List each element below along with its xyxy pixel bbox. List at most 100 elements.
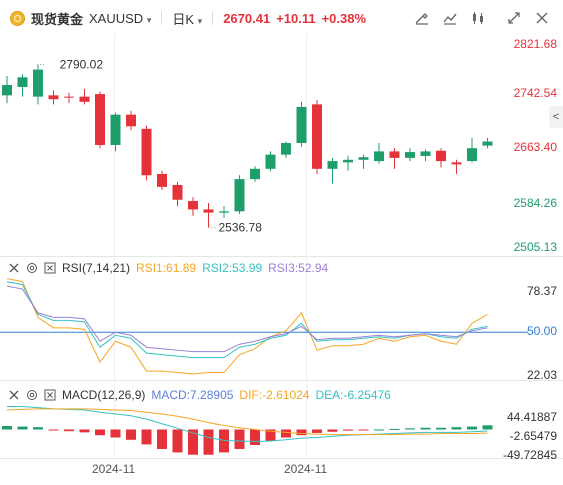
candle-body bbox=[420, 151, 431, 156]
candle-body bbox=[157, 173, 167, 187]
candles-group bbox=[2, 64, 493, 228]
indicator-button[interactable] bbox=[439, 8, 461, 28]
settings-icon[interactable] bbox=[26, 389, 38, 401]
macd-histogram-bar bbox=[95, 429, 105, 436]
candle-body bbox=[110, 114, 121, 145]
rsi-axis-label: 78.37 bbox=[526, 284, 557, 298]
macd-histogram-bar bbox=[405, 428, 415, 430]
candle-body bbox=[451, 162, 462, 165]
rsi-legend: RSI(7,14,21) RSI1:61.89 RSI2:53.99 RSI3:… bbox=[8, 261, 328, 275]
macd-histogram-bar bbox=[389, 428, 400, 430]
fullscreen-button[interactable] bbox=[503, 8, 525, 28]
settings-icon[interactable] bbox=[26, 262, 38, 274]
macd-histogram-bar bbox=[64, 429, 74, 432]
macd-histogram-bar bbox=[374, 429, 384, 431]
side-panel-toggle[interactable]: < bbox=[549, 106, 563, 128]
macd-axis-label: -49.72845 bbox=[502, 448, 557, 462]
macd-histogram-bar bbox=[343, 429, 353, 431]
candle-body bbox=[17, 77, 28, 87]
macd-axis-label: 44.41887 bbox=[506, 410, 557, 424]
high-price-label: 2790.02 bbox=[60, 57, 104, 71]
rsi1-value: RSI1:61.89 bbox=[136, 261, 197, 275]
candle-body bbox=[234, 179, 245, 212]
candle-body bbox=[95, 94, 105, 145]
chart-header: 现货黄金 XAUUSD ▾ 日K ▾ 2670.41 +10.11 +0.38% bbox=[0, 0, 563, 34]
symbol-selector[interactable]: XAUUSD ▾ bbox=[89, 11, 151, 26]
chevron-down-icon: ▾ bbox=[146, 14, 152, 25]
macd-histogram-bar bbox=[358, 429, 369, 431]
interval-label: 日K bbox=[172, 11, 195, 27]
macd-histogram-bar bbox=[33, 427, 43, 430]
candle-body bbox=[482, 141, 493, 146]
candle-body bbox=[374, 151, 384, 162]
price-axis-label: 2584.26 bbox=[513, 196, 557, 210]
candle-body bbox=[64, 96, 74, 98]
macd-legend: MACD(12,26,9) MACD:7.28905 DIF:-2.61024 … bbox=[8, 388, 391, 402]
candle-body bbox=[126, 114, 136, 127]
price-axis-label: 2742.54 bbox=[513, 86, 557, 100]
macd-histogram-bar bbox=[203, 429, 214, 455]
price-change-percent: +0.38% bbox=[321, 10, 367, 26]
candle-style-icon bbox=[473, 12, 483, 24]
macd-histogram-bar bbox=[467, 426, 477, 430]
macd-histogram-bar bbox=[482, 425, 493, 430]
x-axis-label: 2024-11 bbox=[92, 462, 136, 476]
instrument-info: 现货黄金 XAUUSD ▾ 日K ▾ 2670.41 +10.11 +0.38% bbox=[10, 9, 366, 27]
collapse-icon[interactable] bbox=[8, 389, 20, 401]
price-axis-label: 2505.13 bbox=[513, 240, 557, 254]
candle-body bbox=[141, 128, 152, 176]
macd-histogram-bar bbox=[312, 429, 322, 433]
rsi-title: RSI(7,14,21) bbox=[62, 261, 131, 275]
candle-body bbox=[405, 152, 415, 158]
macd-histogram-bar bbox=[188, 429, 198, 455]
macd-histogram-bar bbox=[281, 429, 291, 438]
macd-histogram-bar bbox=[420, 427, 431, 430]
price-change: +10.11 bbox=[276, 10, 316, 26]
candle-body bbox=[2, 85, 12, 96]
macd-histogram-bar bbox=[126, 429, 136, 440]
draw-button[interactable] bbox=[411, 8, 433, 28]
close-icon bbox=[536, 12, 548, 24]
close-icon[interactable] bbox=[44, 389, 56, 401]
candle-body bbox=[79, 96, 90, 102]
gold-coin-icon bbox=[10, 10, 25, 26]
macd-histogram-bar bbox=[2, 426, 12, 430]
toolbar bbox=[411, 8, 553, 28]
macd-histogram-bar bbox=[17, 426, 28, 430]
collapse-icon[interactable] bbox=[8, 262, 20, 274]
low-price-label: 2536.78 bbox=[219, 221, 263, 235]
candle-body bbox=[436, 150, 446, 162]
macd-histogram-bar bbox=[296, 429, 307, 436]
rsi1-line bbox=[6, 278, 488, 375]
dif-value: DIF:-2.61024 bbox=[239, 388, 310, 402]
candle-body bbox=[250, 168, 260, 180]
dea-value: DEA:-6.25476 bbox=[315, 388, 391, 402]
candle-body bbox=[188, 201, 198, 210]
rsi3-line bbox=[6, 285, 488, 353]
price-axis-label: 2663.40 bbox=[513, 140, 557, 154]
interval-selector[interactable]: 日K ▾ bbox=[172, 9, 202, 28]
dea-line bbox=[6, 408, 488, 436]
indicator-icon bbox=[443, 13, 457, 25]
close-button[interactable] bbox=[531, 8, 553, 28]
candle-body bbox=[48, 95, 59, 100]
macd-histogram-bar bbox=[79, 429, 90, 433]
candle-body bbox=[281, 143, 291, 155]
macd-title: MACD(12,26,9) bbox=[62, 388, 146, 402]
candle-body bbox=[219, 211, 229, 213]
candle-body bbox=[389, 151, 400, 158]
macd-histogram-bar bbox=[141, 429, 152, 445]
macd-histogram-bar bbox=[48, 429, 59, 431]
instrument-name: 现货黄金 bbox=[31, 11, 84, 27]
macd-histogram-bar bbox=[157, 429, 167, 449]
candle-body bbox=[467, 148, 477, 162]
divider bbox=[161, 11, 163, 25]
macd-histogram-bar bbox=[327, 429, 338, 432]
candle-body bbox=[343, 159, 353, 163]
chevron-down-icon: ▾ bbox=[197, 15, 203, 26]
close-icon[interactable] bbox=[44, 262, 56, 274]
candle-style-button[interactable] bbox=[467, 8, 489, 28]
rsi3-value: RSI3:52.94 bbox=[268, 261, 329, 275]
last-price: 2670.41 bbox=[223, 10, 271, 26]
